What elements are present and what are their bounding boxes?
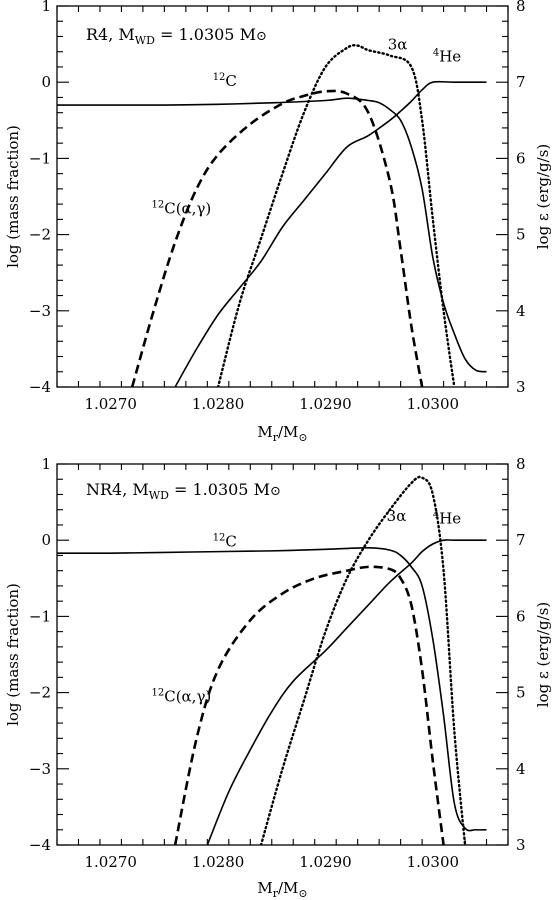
x-tick-label: 1.0280 bbox=[192, 853, 245, 871]
plot-frame bbox=[56, 5, 509, 388]
y2-tick-label: 5 bbox=[516, 226, 526, 244]
panel-2: 1.0270 1.0280 1.0290 1.0300 −4 −3 −2 −1 0 1 3 4 5 6 7 8… bbox=[4, 455, 552, 900]
y2-tick-label: 4 bbox=[516, 302, 526, 320]
y-tick-label: −3 bbox=[29, 302, 51, 320]
x-tick-label: 1.0270 bbox=[84, 395, 137, 413]
x-axis-title: Mr/M⊙ bbox=[257, 879, 307, 900]
x-tick-label: 1.0280 bbox=[192, 395, 245, 413]
y2-tick-label: 7 bbox=[516, 531, 526, 549]
y2-tick-label: 6 bbox=[516, 149, 526, 167]
series-line-12c- bbox=[173, 565, 445, 845]
panel-label: NR4, MWD = 1.0305 M⊙ bbox=[86, 480, 281, 502]
panel-1: 1.0270 1.0280 1.0290 1.0300 −4 −3 −2 −1 0 1 3 4 5 6 7 8… bbox=[4, 0, 552, 444]
y2-tick-label: 3 bbox=[516, 378, 526, 396]
y-tick-label: −2 bbox=[29, 684, 51, 702]
y-axis-left: −4 −3 −2 −1 0 1 bbox=[29, 0, 69, 396]
y-axis-title: log (mass fraction) bbox=[4, 583, 22, 726]
series-line-12c bbox=[57, 97, 487, 373]
y2-tick-label: 3 bbox=[516, 836, 526, 854]
x-tick-label: 1.0290 bbox=[299, 395, 352, 413]
x-tick-label: 1.0300 bbox=[407, 853, 460, 871]
series-label: 4He bbox=[433, 48, 461, 66]
series-line-4he bbox=[206, 539, 487, 845]
y-tick-label: 1 bbox=[41, 0, 51, 15]
series-label: 12C bbox=[213, 72, 237, 90]
series-line-12c- bbox=[130, 89, 424, 387]
y2-tick-label: 8 bbox=[516, 0, 526, 15]
x-tick-label: 1.0290 bbox=[299, 853, 352, 871]
x-axis-title: Mr/M⊙ bbox=[257, 423, 307, 444]
x-tick-label: 1.0300 bbox=[407, 395, 460, 413]
y2-tick-label: 6 bbox=[516, 607, 526, 625]
y-axis-right: 3 4 5 6 7 8 bbox=[496, 0, 526, 396]
y2-tick-label: 7 bbox=[516, 73, 526, 91]
y2-tick-label: 8 bbox=[516, 455, 526, 473]
y2-axis-title: log ε (erg/g/s) bbox=[534, 144, 552, 250]
y-tick-label: −2 bbox=[29, 226, 51, 244]
series-label: 3α bbox=[387, 507, 407, 525]
x-axis: 1.0270 1.0280 1.0290 1.0300 bbox=[56, 6, 509, 413]
y-tick-label: −4 bbox=[29, 378, 51, 396]
y-axis-left: −4 −3 −2 −1 0 1 bbox=[29, 455, 69, 854]
series-group bbox=[57, 44, 487, 387]
series-group bbox=[57, 475, 487, 845]
series-line-4he bbox=[174, 80, 487, 387]
panel-label: R4, MWD = 1.0305 M⊙ bbox=[86, 25, 267, 47]
y-tick-label: −1 bbox=[29, 607, 51, 625]
series-line-3- bbox=[216, 44, 456, 387]
y-axis-right: 3 4 5 6 7 8 bbox=[496, 455, 526, 854]
series-line-3- bbox=[259, 475, 467, 845]
y-tick-label: 0 bbox=[41, 531, 51, 549]
y2-tick-label: 5 bbox=[516, 684, 526, 702]
y2-axis-title: log ε (erg/g/s) bbox=[534, 602, 552, 708]
y-tick-label: 0 bbox=[41, 73, 51, 91]
y-tick-label: 1 bbox=[41, 455, 51, 473]
y-tick-label: −3 bbox=[29, 760, 51, 778]
plot-frame bbox=[56, 463, 509, 846]
series-label: 4He bbox=[433, 509, 461, 527]
x-tick-label: 1.0270 bbox=[84, 853, 137, 871]
series-label: 12C(α,γ) bbox=[151, 199, 211, 217]
series-label: 12C(α,γ) bbox=[151, 688, 211, 706]
y-axis-title: log (mass fraction) bbox=[4, 125, 22, 268]
series-line-12c bbox=[57, 547, 487, 832]
y-tick-label: −1 bbox=[29, 149, 51, 167]
x-axis: 1.0270 1.0280 1.0290 1.0300 bbox=[56, 464, 509, 871]
y2-tick-label: 4 bbox=[516, 760, 526, 778]
series-label: 12C bbox=[213, 532, 237, 550]
y-tick-label: −4 bbox=[29, 836, 51, 854]
series-label: 3α bbox=[388, 35, 408, 53]
